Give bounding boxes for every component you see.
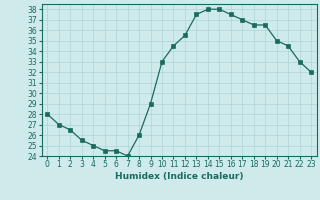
X-axis label: Humidex (Indice chaleur): Humidex (Indice chaleur) bbox=[115, 172, 244, 181]
